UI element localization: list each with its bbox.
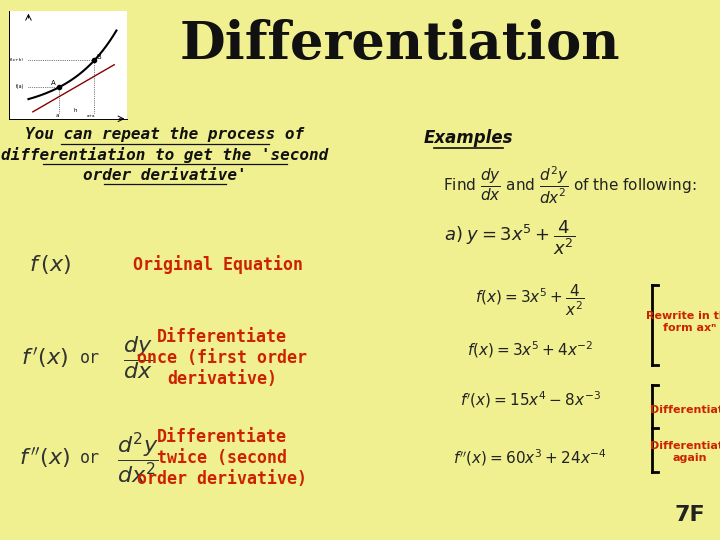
Text: Differentiate: Differentiate bbox=[649, 405, 720, 415]
Text: f(x+h): f(x+h) bbox=[10, 58, 24, 62]
Text: $a)\; y = 3x^5 + \dfrac{4}{x^2}$: $a)\; y = 3x^5 + \dfrac{4}{x^2}$ bbox=[444, 219, 575, 258]
Text: a+a: a+a bbox=[86, 114, 95, 118]
Text: $f\,'(x)$: $f\,'(x)$ bbox=[22, 346, 68, 370]
Text: Differentiation: Differentiation bbox=[180, 19, 621, 71]
Text: $f(x) = 3x^5 + 4x^{-2}$: $f(x) = 3x^5 + 4x^{-2}$ bbox=[467, 340, 593, 360]
Text: $f\,''(x)$: $f\,''(x)$ bbox=[19, 446, 71, 470]
Text: $f'(x) = 15x^4 - 8x^{-3}$: $f'(x) = 15x^4 - 8x^{-3}$ bbox=[459, 390, 600, 410]
Text: B: B bbox=[96, 53, 102, 59]
Text: Original Equation: Original Equation bbox=[133, 255, 303, 274]
Text: or: or bbox=[80, 449, 100, 467]
Text: 7F: 7F bbox=[675, 505, 705, 525]
Text: Rewrite in the
form axⁿ: Rewrite in the form axⁿ bbox=[646, 311, 720, 333]
Text: A: A bbox=[51, 80, 56, 86]
Text: Differentiate
once (first order
derivative): Differentiate once (first order derivati… bbox=[137, 328, 307, 388]
Text: Examples: Examples bbox=[423, 129, 513, 147]
Text: f(a): f(a) bbox=[16, 84, 24, 89]
Text: $f(x) = 3x^5 + \dfrac{4}{x^2}$: $f(x) = 3x^5 + \dfrac{4}{x^2}$ bbox=[475, 282, 585, 318]
Text: h: h bbox=[73, 107, 77, 113]
Text: differentiation to get the 'second: differentiation to get the 'second bbox=[1, 147, 328, 163]
Text: order derivative': order derivative' bbox=[84, 167, 247, 183]
Text: Differentiate
again: Differentiate again bbox=[649, 441, 720, 463]
Text: $f''(x) = 60x^3 + 24x^{-4}$: $f''(x) = 60x^3 + 24x^{-4}$ bbox=[453, 448, 607, 468]
Text: or: or bbox=[80, 349, 100, 367]
Text: $\dfrac{dy}{dx}$: $\dfrac{dy}{dx}$ bbox=[123, 334, 153, 381]
Text: a: a bbox=[55, 113, 59, 118]
Text: You can repeat the process of: You can repeat the process of bbox=[25, 127, 305, 143]
Text: Find $\dfrac{dy}{dx}$ and $\dfrac{d^2y}{dx^2}$ of the following:: Find $\dfrac{dy}{dx}$ and $\dfrac{d^2y}{… bbox=[444, 164, 697, 206]
Text: $\dfrac{d^2y}{dx^2}$: $\dfrac{d^2y}{dx^2}$ bbox=[117, 430, 159, 486]
Text: $f\,(x)$: $f\,(x)$ bbox=[29, 253, 71, 276]
Text: Differentiate
twice (second
order derivative): Differentiate twice (second order deriva… bbox=[137, 428, 307, 488]
